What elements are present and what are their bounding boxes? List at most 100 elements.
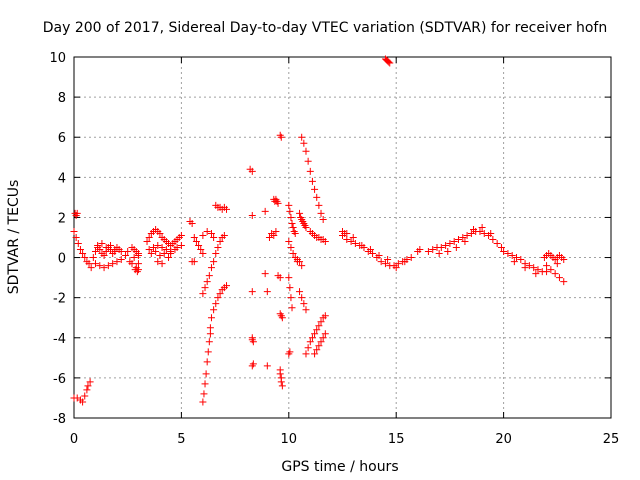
data-point <box>205 272 213 280</box>
series-arc-at <box>381 55 394 67</box>
series-arc-aw <box>500 248 568 286</box>
data-point <box>384 256 392 264</box>
data-point <box>210 258 218 266</box>
data-point <box>317 338 325 346</box>
data-point <box>72 234 80 241</box>
data-point <box>74 240 82 248</box>
series-arc-h <box>143 225 185 268</box>
data-point <box>134 252 142 260</box>
series-arc-ar <box>339 231 415 272</box>
data-point <box>311 185 319 193</box>
series-arc-ak <box>293 256 306 270</box>
data-point <box>480 229 488 237</box>
y-tick-label: -6 <box>53 372 66 387</box>
data-point <box>302 306 310 314</box>
series-arc-m <box>199 330 214 406</box>
data-point <box>73 209 81 217</box>
x-tick-labels: 0 5 10 15 20 25 <box>70 432 619 447</box>
data-point <box>315 201 323 209</box>
data-point <box>86 378 94 386</box>
data-point <box>223 282 231 290</box>
data-point <box>285 238 293 246</box>
data-point <box>207 264 215 272</box>
data-point <box>113 258 121 266</box>
data-point <box>300 139 308 147</box>
series-arc-n <box>206 282 231 332</box>
data-point <box>315 322 323 330</box>
series-arc-p <box>212 201 231 213</box>
data-point <box>206 324 214 332</box>
data-point <box>216 238 224 246</box>
y-tick-label: 10 <box>49 51 66 66</box>
data-point <box>177 242 185 250</box>
data-point <box>386 59 394 67</box>
data-point <box>313 193 321 201</box>
data-point <box>302 147 310 155</box>
data-point <box>381 260 389 268</box>
data-point <box>210 306 218 314</box>
data-point <box>366 246 374 254</box>
data-point <box>287 294 295 302</box>
series-arc-l <box>199 231 228 298</box>
y-tick-label: 4 <box>58 171 66 186</box>
series-arc-c <box>70 378 94 406</box>
data-point <box>286 284 294 292</box>
data-point <box>276 274 284 282</box>
data-point <box>249 360 257 368</box>
data-point <box>248 167 256 175</box>
data-point <box>216 290 224 298</box>
data-point <box>203 278 211 286</box>
data-point <box>192 238 200 246</box>
data-point <box>201 284 209 292</box>
data-point <box>435 250 443 258</box>
data-point <box>454 236 462 244</box>
data-point <box>70 227 78 235</box>
data-point <box>100 252 108 260</box>
data-point <box>553 260 561 268</box>
data-point <box>206 330 214 338</box>
series-arc-u <box>248 360 257 370</box>
data-point <box>311 350 319 358</box>
data-point <box>319 334 327 342</box>
data-point <box>190 234 198 241</box>
data-point <box>248 336 256 344</box>
data-point <box>308 334 316 342</box>
data-point <box>156 252 164 260</box>
series-arc-g <box>131 266 142 276</box>
data-point <box>96 246 104 254</box>
data-point <box>162 246 170 254</box>
data-point <box>289 250 297 258</box>
series-arc-s <box>248 288 256 296</box>
y-tick-label: -4 <box>53 332 66 347</box>
data-point <box>285 201 293 209</box>
data-point <box>89 254 97 262</box>
data-point <box>223 205 231 213</box>
data-point <box>493 240 501 248</box>
series-arc-aq <box>311 330 329 358</box>
data-point <box>210 234 218 241</box>
data-point <box>134 266 142 274</box>
data-point <box>313 346 321 354</box>
series-arc-o <box>199 227 218 241</box>
data-point <box>285 274 293 282</box>
data-point <box>500 248 508 256</box>
data-point <box>298 294 306 302</box>
data-point <box>220 231 228 239</box>
data-point <box>478 223 486 231</box>
data-point <box>177 231 185 239</box>
data-point <box>424 248 432 256</box>
data-point <box>107 242 115 250</box>
data-point <box>199 398 207 406</box>
data-point <box>158 260 166 268</box>
series-arc-t <box>248 334 257 346</box>
data-point <box>298 133 306 141</box>
y-tick-labels: -8 -6 -4 -2 0 2 4 6 8 10 <box>49 51 66 427</box>
data-point <box>128 260 136 268</box>
data-point <box>296 258 304 266</box>
data-point <box>84 382 92 390</box>
data-point <box>94 242 102 250</box>
data-point <box>274 199 282 207</box>
data-point <box>277 378 285 386</box>
data-point <box>300 300 308 308</box>
data-point <box>510 258 518 266</box>
